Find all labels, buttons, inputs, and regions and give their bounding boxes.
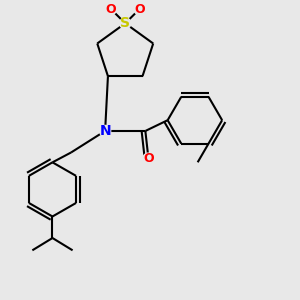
Circle shape [120, 18, 131, 29]
Text: O: O [143, 152, 154, 165]
Circle shape [134, 4, 145, 15]
Text: O: O [106, 3, 116, 16]
Text: O: O [134, 3, 145, 16]
Text: N: N [99, 124, 111, 138]
Text: S: S [120, 16, 130, 30]
Circle shape [105, 4, 117, 15]
Circle shape [143, 153, 154, 164]
Circle shape [100, 125, 111, 136]
